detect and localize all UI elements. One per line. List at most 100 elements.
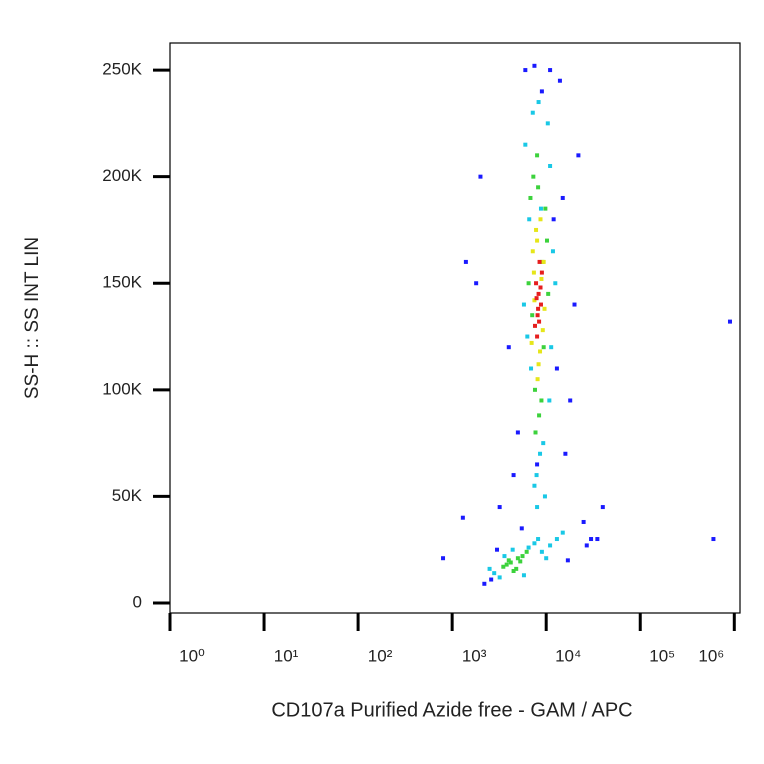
point: [542, 306, 547, 311]
point: [482, 581, 487, 586]
point: [515, 430, 520, 435]
point: [538, 206, 543, 211]
point: [540, 328, 545, 333]
x-tick-label: 10³: [462, 646, 487, 665]
point: [554, 366, 559, 371]
point: [539, 276, 544, 281]
point: [532, 298, 537, 303]
x-tick-label: 10⁰: [179, 646, 205, 665]
point: [532, 323, 537, 328]
point: [534, 227, 539, 232]
point: [576, 153, 581, 158]
point: [528, 195, 533, 200]
point: [532, 63, 537, 68]
point: [541, 259, 546, 264]
point: [511, 473, 516, 478]
point: [529, 340, 534, 345]
point: [545, 238, 550, 243]
point: [548, 163, 553, 168]
point: [534, 281, 539, 286]
point: [550, 249, 555, 254]
point: [727, 319, 732, 324]
point: [538, 285, 543, 290]
point: [534, 473, 539, 478]
point: [502, 554, 507, 559]
point: [530, 313, 535, 318]
point: [535, 377, 540, 382]
x-axis-label: CD107a Purified Azide free - GAM / APC: [271, 699, 632, 721]
point: [530, 249, 535, 254]
point: [538, 302, 543, 307]
point: [501, 564, 506, 569]
point: [535, 334, 540, 339]
point: [531, 174, 536, 179]
x-tick-label: 10²: [368, 646, 393, 665]
point: [541, 441, 546, 446]
point: [568, 398, 573, 403]
point: [557, 78, 562, 83]
point: [536, 291, 541, 296]
point: [510, 547, 515, 552]
y-tick-label: 200K: [102, 166, 142, 185]
point: [460, 515, 465, 520]
point: [441, 556, 446, 561]
point: [527, 217, 532, 222]
point: [560, 195, 565, 200]
x-tick-label: 10⁶: [698, 646, 724, 665]
point: [531, 270, 536, 275]
point: [534, 296, 539, 301]
point: [560, 530, 565, 535]
point: [529, 366, 534, 371]
point: [497, 505, 502, 510]
point: [489, 577, 494, 582]
point: [549, 345, 554, 350]
point: [518, 559, 523, 564]
point: [506, 345, 511, 350]
point: [537, 413, 542, 418]
point: [487, 566, 492, 571]
point: [535, 313, 540, 318]
point: [525, 334, 530, 339]
point: [589, 537, 594, 542]
x-tick-label: 10¹: [274, 646, 299, 665]
point: [535, 505, 540, 510]
point: [584, 543, 589, 548]
point: [548, 68, 553, 73]
y-tick-label: 250K: [102, 60, 142, 79]
point: [545, 121, 550, 126]
point: [551, 217, 556, 222]
point: [572, 302, 577, 307]
point: [539, 89, 544, 94]
y-tick-label: 100K: [102, 379, 142, 398]
point: [537, 319, 542, 324]
point: [521, 302, 526, 307]
point: [515, 556, 520, 561]
point: [497, 575, 502, 580]
point: [538, 451, 543, 456]
point: [521, 573, 526, 578]
point: [520, 554, 525, 559]
y-tick-label: 0: [133, 592, 142, 611]
point: [547, 398, 552, 403]
point: [463, 259, 468, 264]
point: [539, 549, 544, 554]
point: [474, 281, 479, 286]
point: [533, 430, 538, 435]
point: [532, 541, 537, 546]
y-tick-label: 150K: [102, 273, 142, 292]
point: [536, 306, 541, 311]
point: [581, 519, 586, 524]
y-axis-label: SS-H :: SS INT LIN: [22, 237, 43, 399]
point: [554, 537, 559, 542]
point: [600, 505, 605, 510]
point: [532, 483, 537, 488]
point: [532, 387, 537, 392]
point: [538, 217, 543, 222]
point: [565, 558, 570, 563]
point: [536, 185, 541, 190]
point: [524, 549, 529, 554]
point: [553, 281, 558, 286]
x-tick-label: 10⁴: [555, 646, 581, 665]
plot-frame: [169, 42, 741, 614]
